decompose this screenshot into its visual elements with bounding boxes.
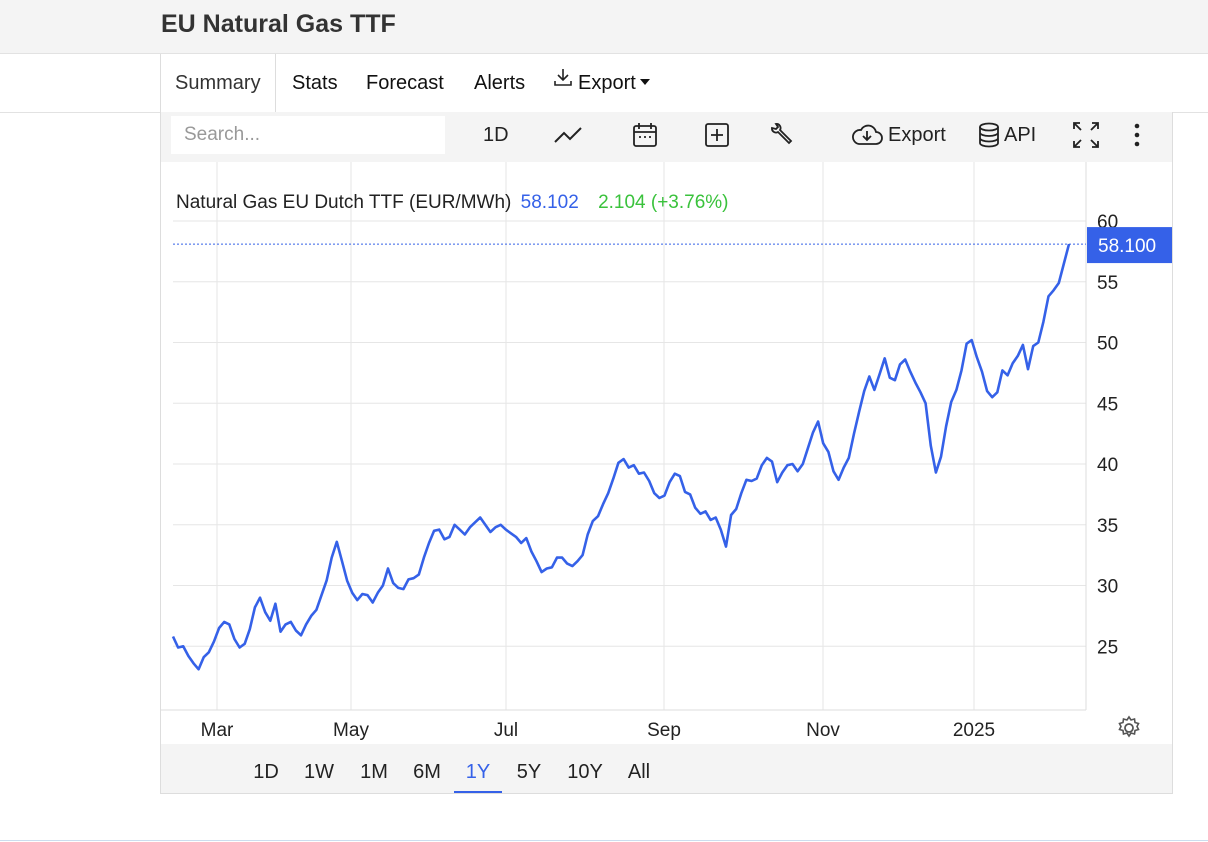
y-tick-label: 25: [1097, 637, 1118, 658]
x-tick-label: Mar: [201, 720, 234, 741]
tab-summary[interactable]: Summary: [160, 54, 276, 113]
caret-down-icon: [639, 78, 650, 85]
range-all[interactable]: All: [627, 761, 651, 783]
page-header: EU Natural Gas TTF: [0, 0, 1208, 54]
footer-divider: [0, 840, 1208, 841]
x-tick-label: Jul: [494, 720, 518, 741]
y-tick-label: 55: [1097, 273, 1118, 294]
range-1w[interactable]: 1W: [304, 761, 334, 783]
legend-symbol-name: Natural Gas EU Dutch TTF (EUR/MWh): [176, 192, 512, 213]
cloud-download-icon: [851, 123, 883, 147]
last-price-label: 58.100: [1098, 236, 1156, 257]
page-title: EU Natural Gas TTF: [161, 10, 396, 38]
tab-forecast[interactable]: Forecast: [366, 72, 444, 94]
api-label: API: [1004, 123, 1037, 146]
range-1y[interactable]: 1Y: [454, 744, 502, 793]
y-tick-label: 50: [1097, 334, 1118, 355]
range-selector: 1D 1W 1M 6M 1Y 5Y 10Y All: [161, 744, 1172, 793]
interval-button[interactable]: 1D: [483, 123, 509, 146]
chart-toolbar: 1D Export API: [161, 112, 1172, 162]
range-5y[interactable]: 5Y: [516, 761, 542, 783]
range-1m[interactable]: 1M: [360, 761, 388, 783]
tab-alerts[interactable]: Alerts: [474, 72, 526, 94]
legend-price: 58.102: [520, 192, 579, 213]
chart-legend: Natural Gas EU Dutch TTF (EUR/MWh) 58.10…: [176, 192, 729, 214]
y-tick-label: 30: [1097, 577, 1118, 598]
export-button[interactable]: Export: [851, 112, 946, 158]
database-icon: [978, 122, 1000, 148]
price-line: [171, 243, 1071, 671]
api-button[interactable]: API: [978, 112, 1036, 158]
x-tick-label: Nov: [806, 720, 840, 741]
line-chart-icon[interactable]: [553, 112, 583, 158]
y-tick-label: 35: [1097, 516, 1118, 537]
last-price-badge: [1087, 227, 1172, 264]
price-chart[interactable]: 25 30 35 40 45 50 55 60 Mar May Jul Sep Nov 2025 58.10…: [161, 162, 1172, 744]
tab-export-label: Export: [578, 72, 636, 94]
range-1d[interactable]: 1D: [253, 761, 279, 783]
more-vertical-icon[interactable]: [1133, 112, 1141, 158]
calendar-icon[interactable]: [632, 112, 658, 158]
fullscreen-icon[interactable]: [1072, 112, 1100, 158]
y-tick-label: 40: [1097, 455, 1118, 476]
x-tick-label: Sep: [647, 720, 681, 741]
range-6m[interactable]: 6M: [413, 761, 441, 783]
x-tick-label: May: [333, 720, 369, 741]
export-label: Export: [888, 123, 946, 146]
chart-settings-icon[interactable]: [1116, 715, 1142, 746]
tab-stats[interactable]: Stats: [292, 72, 338, 94]
range-10y[interactable]: 10Y: [567, 761, 603, 783]
plus-box-icon[interactable]: [704, 112, 730, 158]
tab-export[interactable]: Export: [553, 54, 650, 112]
search-input[interactable]: [171, 116, 445, 154]
legend-change: 2.104 (+3.76%): [598, 192, 729, 213]
y-tick-label: 45: [1097, 394, 1118, 415]
x-tick-label: 2025: [953, 720, 995, 741]
wrench-icon[interactable]: [768, 112, 794, 158]
download-icon: [553, 52, 573, 110]
